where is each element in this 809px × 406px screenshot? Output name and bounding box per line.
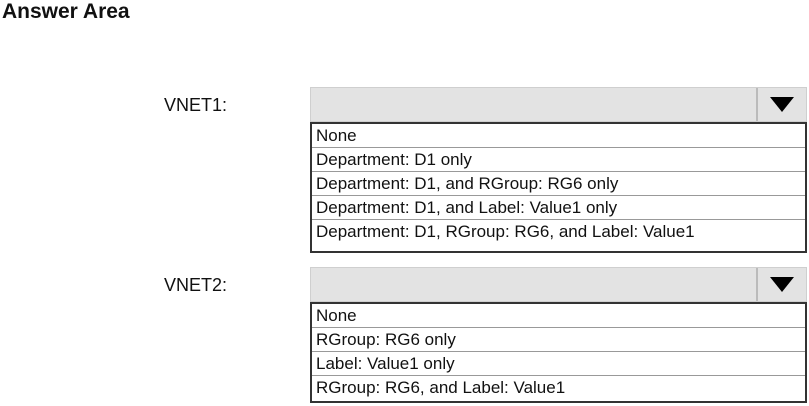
vnet2-label: VNET2: (164, 275, 228, 295)
vnet1-option[interactable]: None (312, 124, 805, 148)
vnet1-option[interactable]: Department: D1 only (312, 148, 805, 172)
vnet1-options-list: None Department: D1 only Department: D1,… (310, 122, 807, 253)
vnet2-option[interactable]: RGroup: RG6 only (312, 328, 805, 352)
vnet1-dropdown-button[interactable] (756, 88, 806, 121)
vnet2-options-list: None RGroup: RG6 only Label: Value1 only… (310, 302, 807, 403)
vnet2-option[interactable]: Label: Value1 only (312, 352, 805, 376)
chevron-down-icon (770, 97, 794, 112)
chevron-down-icon (770, 277, 794, 292)
vnet1-label: VNET1: (164, 95, 228, 115)
answer-area-title: Answer Area (2, 0, 130, 23)
vnet1-option[interactable]: Department: D1, and Label: Value1 only (312, 196, 805, 220)
vnet1-option[interactable]: Department: D1, and RGroup: RG6 only (312, 172, 805, 196)
vnet1-option[interactable]: Department: D1, RGroup: RG6, and Label: … (316, 222, 695, 241)
vnet2-dropdown[interactable] (310, 267, 807, 302)
vnet1-dropdown[interactable] (310, 87, 807, 122)
vnet2-dropdown-button[interactable] (756, 268, 806, 301)
vnet2-option[interactable]: None (312, 304, 805, 328)
vnet2-option[interactable]: RGroup: RG6, and Label: Value1 (316, 378, 566, 397)
